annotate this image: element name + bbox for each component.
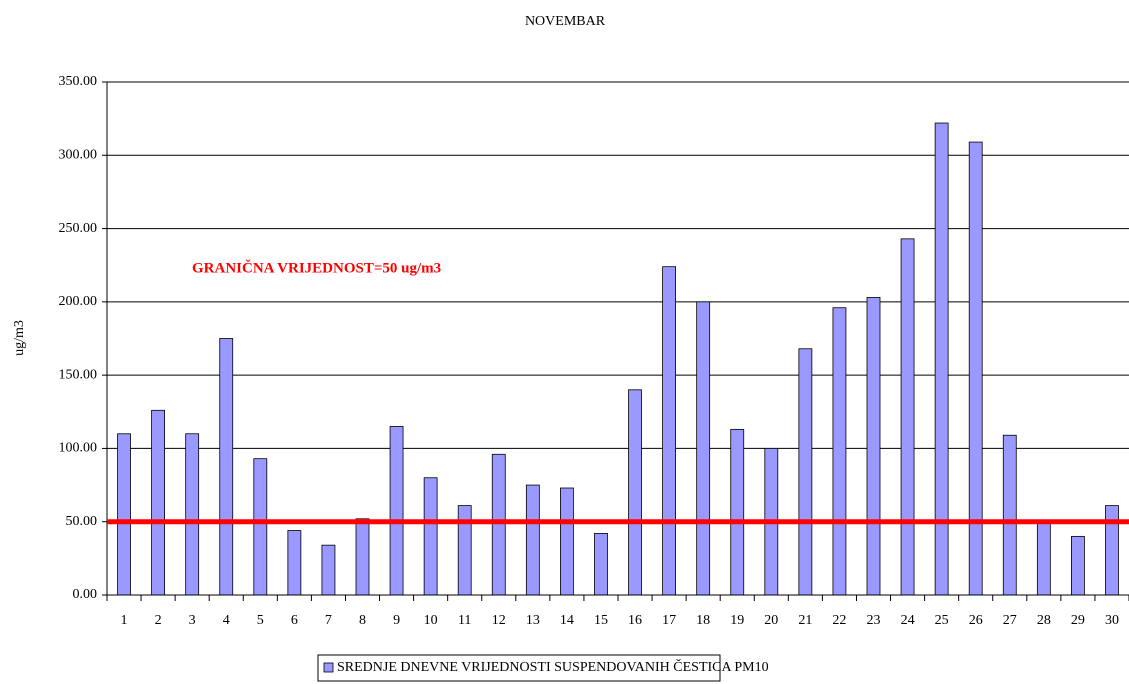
chart-title: NOVEMBAR xyxy=(525,14,606,29)
bar xyxy=(1036,522,1051,596)
bar xyxy=(185,433,200,596)
x-tick-label: 27 xyxy=(1003,613,1017,628)
x-tick-label: 7 xyxy=(325,613,332,628)
x-tick-label: 5 xyxy=(257,613,264,628)
x-tick-label: 11 xyxy=(458,613,471,628)
bar xyxy=(525,484,540,596)
x-tick-label: 6 xyxy=(291,613,298,628)
x-tick-label: 4 xyxy=(223,613,230,628)
bar xyxy=(457,505,472,596)
bar xyxy=(968,141,983,596)
x-tick-label: 25 xyxy=(935,613,949,628)
bar xyxy=(560,487,574,596)
x-tick-label: 17 xyxy=(662,613,676,628)
x-tick-label: 23 xyxy=(867,613,881,628)
x-tick-label: 1 xyxy=(121,613,128,628)
bar xyxy=(832,307,847,596)
x-tick-label: 15 xyxy=(594,613,608,628)
x-tick-label: 30 xyxy=(1105,613,1119,628)
bar xyxy=(491,453,506,596)
bar xyxy=(253,458,268,596)
bar xyxy=(321,544,336,596)
x-tick-label: 9 xyxy=(393,613,400,628)
x-tick-label: 10 xyxy=(424,613,438,628)
bar xyxy=(662,266,676,596)
bar xyxy=(423,477,438,596)
bar xyxy=(594,533,608,596)
x-tick-label: 29 xyxy=(1071,613,1085,628)
bar xyxy=(628,389,642,596)
x-tick-label: 13 xyxy=(526,613,540,628)
bar xyxy=(798,348,813,596)
y-tick-label: 50.00 xyxy=(66,514,98,529)
bar xyxy=(1002,434,1017,596)
x-tick-label: 20 xyxy=(764,613,778,628)
y-tick-label: 350.00 xyxy=(59,74,98,89)
x-tick-label: 2 xyxy=(155,613,162,628)
x-tick-label: 16 xyxy=(628,613,642,628)
x-tick-label: 14 xyxy=(560,613,574,628)
x-tick-label: 3 xyxy=(189,613,196,628)
bar xyxy=(866,297,881,596)
bar xyxy=(1071,535,1085,596)
x-tick-label: 21 xyxy=(798,613,812,628)
x-tick-label: 12 xyxy=(492,613,506,628)
annotation: GRANIČNA VRIJEDNOST=50 ug/m3 xyxy=(192,259,441,276)
legend-swatch xyxy=(323,662,334,673)
bar xyxy=(117,433,131,596)
bar xyxy=(287,530,302,596)
bar xyxy=(696,301,711,596)
x-tick-label: 8 xyxy=(359,613,366,628)
x-tick-label: 22 xyxy=(832,613,846,628)
bar xyxy=(389,426,404,596)
x-tick-label: 19 xyxy=(730,613,744,628)
y-tick-label: 250.00 xyxy=(59,221,98,236)
legend-label: SREDNJE DNEVNE VRIJEDNOSTI SUSPENDOVANIH… xyxy=(337,658,769,675)
y-axis-label: ug/m3 xyxy=(12,320,27,356)
y-tick-label: 300.00 xyxy=(59,148,98,163)
legend-box xyxy=(317,654,721,682)
y-tick-label: 0.00 xyxy=(73,587,98,602)
x-tick-label: 26 xyxy=(969,613,983,628)
y-tick-label: 200.00 xyxy=(59,294,98,309)
x-tick-label: 28 xyxy=(1037,613,1051,628)
bar xyxy=(355,518,370,596)
bar xyxy=(219,338,234,596)
y-tick-label: 150.00 xyxy=(59,367,98,382)
bar xyxy=(730,428,745,596)
y-tick-label: 100.00 xyxy=(59,441,98,456)
bar xyxy=(900,238,915,596)
bar xyxy=(151,409,166,596)
x-tick-label: 18 xyxy=(696,613,710,628)
bar xyxy=(1105,505,1119,596)
x-tick-label: 24 xyxy=(901,613,915,628)
